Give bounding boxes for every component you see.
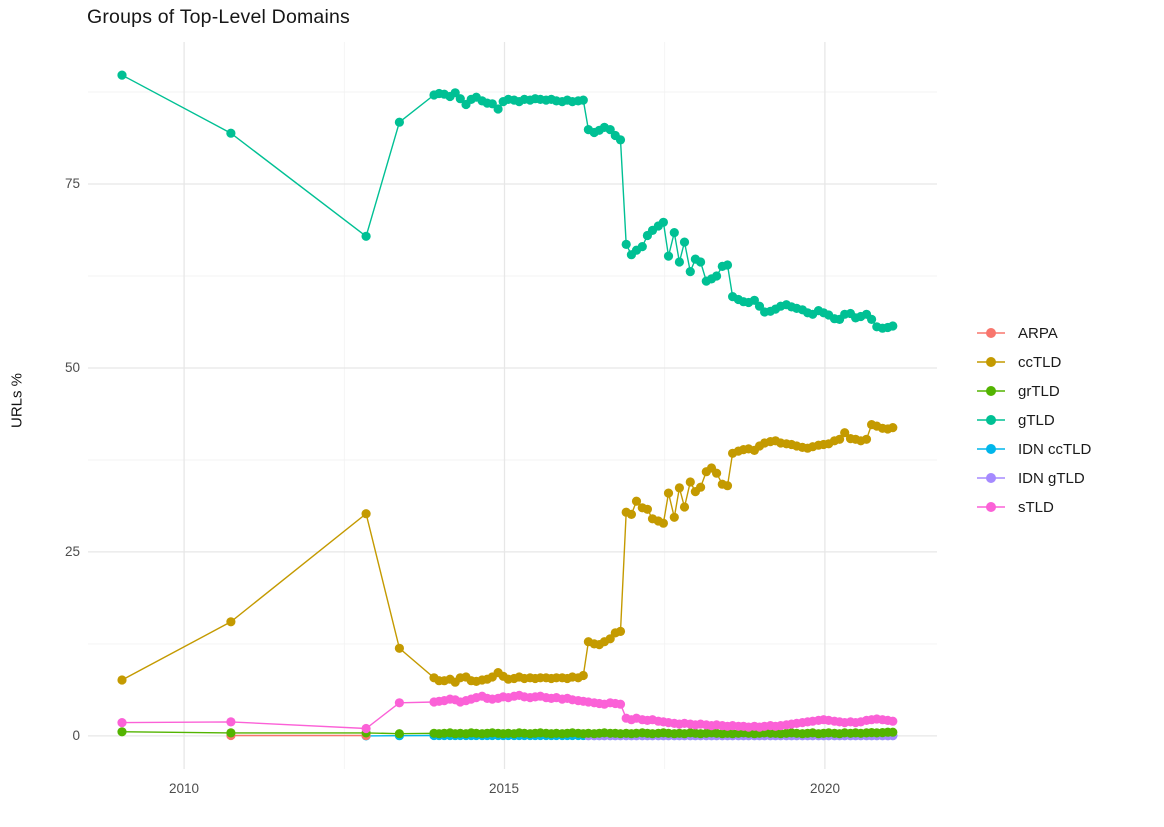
data-point-gTLD — [722, 260, 733, 270]
legend-label-ccTLD: ccTLD — [1018, 353, 1062, 371]
x-tick-label-2020: 2020 — [809, 781, 841, 796]
legend-key-icon-ARPA — [977, 328, 1005, 338]
legend-item-gTLD: gTLD — [976, 410, 1091, 430]
data-point-gTLD — [615, 135, 626, 145]
data-point-sTLD — [615, 699, 626, 709]
data-point-ccTLD — [696, 482, 706, 492]
legend-label-IDN ccTLD: IDN ccTLD — [1018, 440, 1092, 458]
legend-key-icon-IDN gTLD — [977, 473, 1005, 483]
legend-label-ARPA: ARPA — [1018, 324, 1058, 342]
data-point-gTLD — [669, 228, 679, 238]
legend-label-grTLD: grTLD — [1018, 382, 1060, 400]
legend-key-icon-grTLD — [977, 386, 1005, 396]
data-point-ccTLD — [840, 428, 850, 438]
data-point-gTLD — [578, 95, 588, 105]
data-point-ccTLD — [642, 504, 653, 514]
data-point-sTLD — [888, 716, 898, 726]
series-line-gTLD — [121, 74, 893, 329]
legend-key-dot — [986, 386, 996, 396]
y-tick-label-50: 50 — [64, 360, 80, 375]
data-point-gTLD — [637, 242, 647, 252]
data-point-gTLD — [663, 251, 674, 261]
legend-item-IDN gTLD: IDN gTLD — [976, 468, 1091, 488]
legend-key-dot — [986, 415, 996, 425]
data-point-gTLD — [493, 104, 503, 114]
legend-item-ccTLD: ccTLD — [976, 352, 1091, 372]
data-point-ccTLD — [578, 670, 588, 681]
y-tick-label-0: 0 — [72, 728, 80, 743]
x-tick-label-2010: 2010 — [168, 781, 200, 796]
data-point-gTLD — [674, 257, 685, 267]
data-point-sTLD — [117, 718, 127, 728]
data-point-ccTLD — [631, 496, 642, 506]
data-point-ccTLD — [888, 423, 898, 433]
data-point-gTLD — [712, 271, 722, 281]
legend-key-icon-ccTLD — [977, 357, 1005, 367]
data-point-ccTLD — [674, 483, 685, 493]
chart-title: Groups of Top-Level Domains — [87, 6, 351, 28]
legend-key-icon-sTLD — [977, 502, 1005, 512]
data-point-ccTLD — [394, 643, 404, 653]
data-point-sTLD — [394, 698, 404, 708]
data-point-gTLD — [888, 321, 898, 331]
y-tick-label-75: 75 — [64, 176, 80, 191]
data-point-gTLD — [679, 237, 690, 247]
data-point-gTLD — [361, 231, 371, 241]
data-point-grTLD — [226, 728, 236, 738]
data-point-gTLD — [867, 314, 877, 324]
data-point-sTLD — [226, 717, 236, 727]
legend-label-sTLD: sTLD — [1018, 498, 1054, 516]
data-point-gTLD — [117, 70, 127, 80]
data-point-ccTLD — [669, 512, 679, 522]
legend: ARPA ccTLD grTLD gTLD IDN ccTLD IDN gTLD sTLD — [976, 323, 1091, 517]
data-point-gTLD — [621, 239, 631, 249]
data-point-gTLD — [696, 257, 706, 267]
data-point-grTLD — [394, 729, 404, 739]
legend-key-icon-IDN ccTLD — [977, 444, 1005, 454]
data-point-ccTLD — [626, 509, 637, 519]
data-point-sTLD — [361, 723, 371, 734]
data-point-ccTLD — [615, 626, 626, 637]
data-point-ccTLD — [861, 434, 872, 444]
data-point-ccTLD — [679, 502, 690, 512]
data-point-ccTLD — [117, 675, 127, 685]
data-point-grTLD — [117, 727, 127, 737]
legend-key-dot — [986, 473, 996, 483]
y-tick-label-25: 25 — [64, 544, 80, 559]
legend-key-icon-gTLD — [977, 415, 1005, 425]
legend-key-dot — [986, 444, 996, 454]
data-point-ccTLD — [835, 434, 845, 444]
data-point-gTLD — [455, 94, 465, 104]
data-point-ccTLD — [361, 509, 371, 519]
data-point-gTLD — [226, 128, 236, 138]
data-point-ccTLD — [226, 617, 236, 627]
legend-item-ARPA: ARPA — [976, 323, 1091, 343]
legend-key-dot — [986, 357, 996, 367]
data-point-ccTLD — [663, 488, 674, 498]
data-point-ccTLD — [685, 477, 695, 487]
data-point-gTLD — [685, 267, 695, 277]
legend-label-IDN gTLD: IDN gTLD — [1018, 469, 1085, 487]
data-point-gTLD — [394, 117, 404, 127]
data-point-grTLD — [888, 727, 898, 737]
legend-item-sTLD: sTLD — [976, 497, 1091, 517]
legend-item-grTLD: grTLD — [976, 381, 1091, 401]
data-point-ccTLD — [658, 518, 669, 528]
data-point-gTLD — [658, 217, 669, 227]
legend-key-dot — [986, 502, 996, 512]
legend-item-IDN ccTLD: IDN ccTLD — [976, 439, 1091, 459]
data-point-ccTLD — [712, 468, 722, 478]
x-tick-label-2015: 2015 — [488, 781, 520, 796]
data-point-ccTLD — [722, 481, 733, 491]
legend-label-gTLD: gTLD — [1018, 411, 1055, 429]
legend-key-dot — [986, 328, 996, 338]
